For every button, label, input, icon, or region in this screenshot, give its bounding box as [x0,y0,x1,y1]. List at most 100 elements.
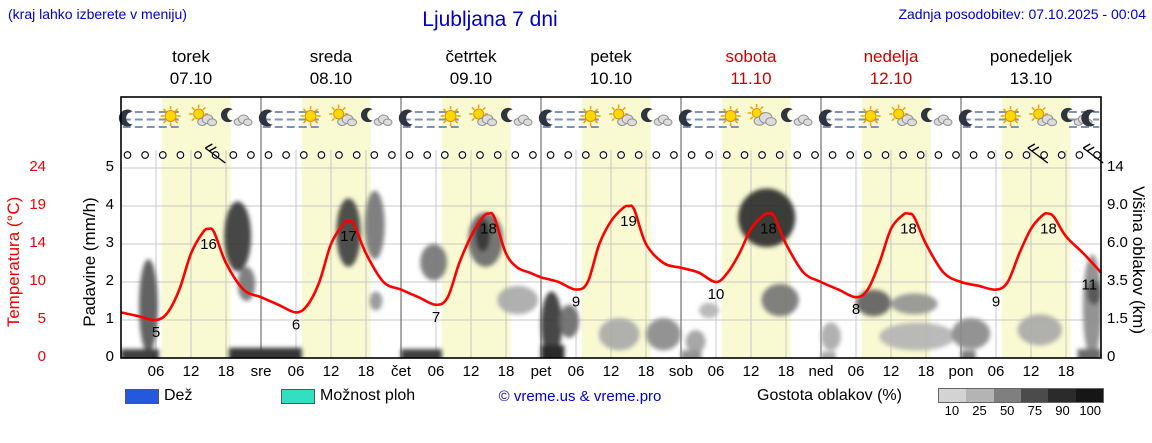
cloud-cover-circle [581,151,590,159]
cloud-density-tick: 25 [972,403,987,418]
cloud-blob [699,302,719,319]
cloud-density-tick: 100 [1079,403,1102,418]
cloud-icon [793,114,813,127]
weather-icon-fog-sun [1000,106,1021,126]
hour-label: 06 [567,363,585,380]
precipitation-tick: 0 [105,348,114,365]
day-date: 12.10 [869,69,913,88]
day-date: 13.10 [1009,69,1053,88]
day-abbr-label: sob [668,363,694,380]
cloud-density-cell [939,389,967,402]
day-abbr-label: sre [250,363,272,380]
sun-icon [860,106,881,126]
cloud-cover-circle [264,151,273,159]
cloud-blob [139,259,158,353]
weather-icon-fog-sun [720,106,741,126]
cloud-cover-circle [775,151,784,159]
day-date: 11.10 [730,69,772,88]
precipitation-tick: 1 [105,310,114,327]
cloud-cover-circle [423,151,432,159]
credit-link[interactable]: © vreme.us & vreme.pro [498,388,662,405]
cloud-cover-circle [863,151,872,159]
hour-label: 12 [882,363,900,380]
moon-icon [118,109,133,127]
hour-label: 18 [1057,363,1075,380]
sun-icon [1000,106,1021,126]
cloud-blob [856,289,891,317]
weather-icon-moon [678,109,693,127]
cloud-icon [197,114,218,127]
plot-frame [120,96,1102,359]
day-name: petek [590,47,632,66]
cloud-cover-circle [564,151,573,159]
temperature-tick: 10 [29,272,46,289]
cloud-cover-circle [969,151,978,159]
cloud-cover-circle [123,151,132,159]
weather-icon-moon-cloud [640,107,673,127]
cloud-cover-circle [405,151,414,159]
temp-min-label: 9 [572,294,580,311]
day-header: sreda 08.10 [261,46,401,90]
sun-icon [747,104,766,122]
cloud-cover-circle [141,151,149,159]
hour-label: 18 [497,363,515,380]
cloud-cover-circle [247,151,255,159]
cloud-cover-circle [158,151,167,159]
cloud-icon [933,114,953,127]
last-updated-text: Zadnja posodobitev: 07.10.2025 - 00:04 [898,6,1146,22]
cloud-cover-circle [529,151,537,159]
page-title: Ljubljana 7 dni [422,8,558,31]
weather-icon-moon-cloud [220,107,253,127]
temp-max-label: 17 [340,228,357,245]
cloud-density-cell [1075,389,1103,402]
day-name: ponedeljek [989,47,1073,66]
day-abbr-label: ned [808,363,834,380]
moon-icon [1081,109,1096,127]
cloud-density-cell [1020,389,1049,402]
cloud-cover-circle [670,151,678,159]
hour-label: 12 [1022,363,1040,380]
moon-icon [678,109,693,127]
cloud-blob [879,322,956,351]
cloud-cover-circle [899,151,907,159]
weather-icon-moon [398,109,413,127]
day-date: 10.10 [589,69,633,88]
cloud-cover-circle [793,151,802,159]
day-name: sreda [309,47,353,66]
precipitation-tick: 4 [105,196,114,213]
moon-icon [1060,107,1073,123]
weather-icon-moon [258,109,273,127]
hour-label: 12 [602,363,620,380]
wind-barb [1027,143,1049,164]
cloud-cover-circle [1005,151,1013,159]
temp-min-label: 9 [992,294,1000,311]
moon-icon [398,109,413,127]
low-cloud-bar [541,345,565,358]
temp-max-label: 18 [1040,221,1057,238]
menu-hint: (kraj lahko izberete v meniju) [8,6,187,22]
cloud-cover-circle [476,151,484,159]
cloud-height-tick: 14 [1107,158,1124,175]
weather-icon-moon [958,109,973,127]
moon-icon [360,107,373,123]
weather-icon-sun-cloud [889,104,918,127]
temperature-curve [121,204,1101,322]
cloud-blob [559,304,579,338]
cloud-height-tick: 6.0 [1107,234,1128,251]
cloud-cover-circle [758,151,766,159]
cloud-cover-circle [617,151,625,159]
cloud-icon [373,114,393,127]
cloud-cover-circle [652,151,661,159]
cloud-layer [121,188,1101,358]
hour-label: 18 [357,363,375,380]
cloud-blob [821,322,841,351]
precipitation-tick: 2 [105,272,114,289]
daylight-band [861,97,931,358]
cloud-cover-circle [511,151,520,159]
cloud-icon [753,112,777,127]
cloud-cover-circle [282,151,290,159]
cloud-icon [617,114,638,127]
cloud-blob [1087,280,1101,305]
